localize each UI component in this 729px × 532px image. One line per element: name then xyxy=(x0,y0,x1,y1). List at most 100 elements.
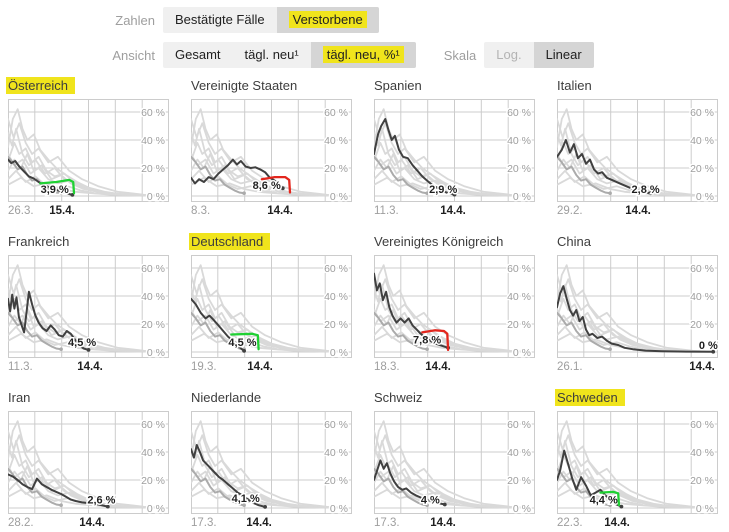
x-end-label: 14.4. xyxy=(604,517,630,529)
y-tick-label: 60 % xyxy=(507,263,531,275)
y-tick-label: 0 % xyxy=(513,347,531,358)
chart-italien: Italien 60 % 40 % 20 % 0 % 2,8 % 29.2. 14.4. xyxy=(557,77,718,219)
control-panel: Zahlen Bestätigte Fälle Verstorbene Ansi… xyxy=(0,0,729,68)
current-value-label: 4 % xyxy=(421,495,440,507)
button-log[interactable]: Log. xyxy=(484,42,533,68)
series-end-dot xyxy=(711,349,716,354)
chart-schweiz: Schweiz 60 % 40 % 20 % 0 % 4 % 17.3. 14.4. xyxy=(374,389,535,531)
x-axis-labels: 26.1. 14.4. xyxy=(557,361,718,375)
x-axis-labels: 17.3. 14.4. xyxy=(191,517,352,531)
button-gesamt[interactable]: Gesamt xyxy=(163,42,233,68)
series-end-dot xyxy=(280,186,285,191)
chart-title: Schweiz xyxy=(374,390,423,405)
x-end-label: 14.4. xyxy=(440,205,466,217)
button-verstorbene[interactable]: Verstorbene xyxy=(276,7,379,33)
chart-plot: 60 % 40 % 20 % 0 % 2,6 % xyxy=(8,411,169,514)
y-tick-label: 20 % xyxy=(507,475,531,487)
y-tick-label: 60 % xyxy=(141,419,165,431)
y-tick-label: 20 % xyxy=(690,163,714,175)
series-end-dot xyxy=(86,348,91,352)
y-tick-label: 0 % xyxy=(330,503,348,514)
zahlen-button-group: Bestätigte Fälle Verstorbene xyxy=(163,7,379,33)
green-marker-annotation xyxy=(39,178,76,195)
y-tick-label: 40 % xyxy=(324,447,348,459)
yellow-highlight: Schweden xyxy=(555,389,625,406)
chart-plot: 60 % 40 % 20 % 0 % 4,5 % xyxy=(8,255,169,358)
y-tick-label: 0 % xyxy=(513,503,531,514)
chart-plot: 60 % 40 % 20 % 0 % 2,8 % xyxy=(557,99,718,202)
yellow-highlight: tägl. neu, %¹ xyxy=(322,46,404,63)
x-axis-labels: 29.2. 14.4. xyxy=(557,205,718,219)
x-start-label: 17.3. xyxy=(191,517,217,529)
x-end-label: 15.4. xyxy=(49,205,75,217)
button-bestaetigte-faelle[interactable]: Bestätigte Fälle xyxy=(163,7,277,33)
red-marker-annotation xyxy=(260,175,292,194)
green-marker-annotation xyxy=(599,490,621,507)
background-lines xyxy=(557,264,716,354)
chart-österreich: Österreich 60 % 40 % 20 % 0 % 3,9 % 26.3. 15.4. xyxy=(6,77,169,219)
x-start-label: 11.3. xyxy=(8,361,33,373)
background-lines xyxy=(557,420,715,509)
chart-title: Vereinigtes Königreich xyxy=(374,234,504,249)
y-tick-label: 0 % xyxy=(147,503,165,514)
y-tick-label: 0 % xyxy=(696,191,714,202)
x-end-label: 14.4. xyxy=(267,205,293,217)
y-tick-label: 40 % xyxy=(324,135,348,147)
x-axis-labels: 22.3. 14.4. xyxy=(557,517,718,531)
current-value-label: 2,6 % xyxy=(87,495,115,507)
skala-label: Skala xyxy=(443,47,477,63)
y-tick-label: 20 % xyxy=(507,163,531,175)
chart-plot: 60 % 40 % 20 % 0 % 4 % xyxy=(374,411,535,514)
background-lines xyxy=(374,420,532,509)
y-tick-label: 20 % xyxy=(324,319,348,331)
background-lines xyxy=(191,264,349,353)
y-tick-label: 20 % xyxy=(141,475,165,487)
y-tick-label: 20 % xyxy=(690,475,714,487)
y-tick-label: 20 % xyxy=(141,319,165,331)
x-start-label: 19.3. xyxy=(191,361,217,373)
chart-plot: 60 % 40 % 20 % 0 % 3,9 % xyxy=(8,99,169,202)
x-axis-labels: 11.3. 14.4. xyxy=(374,205,535,219)
current-value-label: 0 % xyxy=(699,340,718,352)
y-tick-label: 60 % xyxy=(324,419,348,431)
chart-title: Spanien xyxy=(374,78,422,93)
x-axis-labels: 19.3. 14.4. xyxy=(191,361,352,375)
x-end-label: 14.4. xyxy=(430,517,456,529)
green-marker-annotation xyxy=(230,332,260,351)
zahlen-label: Zahlen xyxy=(115,12,155,28)
y-tick-label: 20 % xyxy=(324,475,348,487)
skala-button-group: Log. Linear xyxy=(484,42,594,68)
red-marker-annotation xyxy=(421,329,450,352)
chart-plot: 60 % 40 % 20 % 0 % xyxy=(557,255,718,358)
chart-title: Italien xyxy=(557,78,592,93)
background-lines xyxy=(374,108,532,197)
y-tick-label: 0 % xyxy=(330,347,348,358)
y-tick-label: 20 % xyxy=(141,163,165,175)
button-taegl-neu-prozent[interactable]: tägl. neu, %¹ xyxy=(310,42,416,68)
ansicht-button-group: Gesamt tägl. neu¹ tägl. neu, %¹ xyxy=(163,42,416,68)
x-axis-labels: 18.3. 14.4. xyxy=(374,361,535,375)
background-lines xyxy=(8,264,166,353)
y-tick-label: 60 % xyxy=(141,263,165,275)
y-tick-label: 60 % xyxy=(324,263,348,275)
current-value-label: 3,9 % xyxy=(41,184,69,196)
button-linear[interactable]: Linear xyxy=(533,42,594,68)
chart-plot: 60 % 40 % 20 % 0 % 2,9 % xyxy=(374,99,535,202)
x-start-label: 26.3. xyxy=(8,205,34,217)
current-value-label: 8,6 % xyxy=(253,180,281,192)
current-value-label: 4,5 % xyxy=(68,337,96,349)
x-axis-labels: 17.3. 14.4. xyxy=(374,517,535,531)
chart-niederlande: Niederlande 60 % 40 % 20 % 0 % 4,1 % 17.3. 14.4… xyxy=(191,389,352,531)
current-value-label: 4,1 % xyxy=(232,493,260,505)
current-value-label: 2,8 % xyxy=(632,184,660,196)
chart-title: China xyxy=(557,234,591,249)
x-end-label: 14.4. xyxy=(425,361,451,373)
button-taegl-neu[interactable]: tägl. neu¹ xyxy=(233,42,311,68)
chart-iran: Iran 60 % 40 % 20 % 0 % 2,6 % 28.2. 14.4. xyxy=(8,389,169,531)
x-end-label: 14.4. xyxy=(689,361,715,373)
y-tick-label: 60 % xyxy=(141,107,165,119)
chart-china: China 60 % 40 % 20 % 0 % 26.1. 14.4. xyxy=(557,233,718,375)
series-end-dot xyxy=(242,349,246,353)
background-lines xyxy=(557,108,715,197)
y-tick-label: 40 % xyxy=(507,447,531,459)
